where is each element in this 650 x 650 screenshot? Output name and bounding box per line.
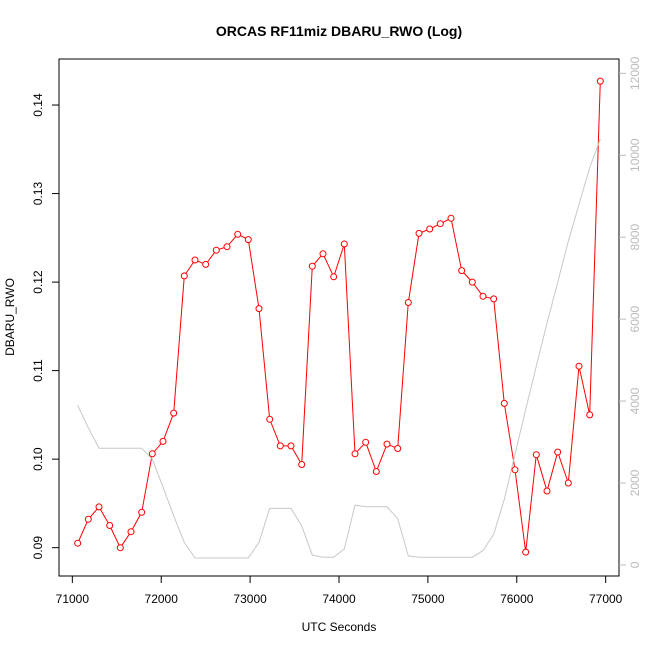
data-point xyxy=(351,450,359,458)
data-point xyxy=(543,487,551,495)
y2-tick-label: 8000 xyxy=(628,224,642,251)
data-point xyxy=(383,440,391,448)
x-tick-label: 75000 xyxy=(411,592,445,606)
x-tick-label: 73000 xyxy=(233,592,267,606)
data-point xyxy=(468,278,476,286)
y2-tick-label: 12000 xyxy=(628,56,642,90)
data-point xyxy=(404,299,412,306)
data-point xyxy=(287,442,295,450)
data-point xyxy=(255,305,263,313)
data-point xyxy=(298,461,306,468)
y-tick-label: 0.13 xyxy=(31,182,45,206)
data-point xyxy=(106,522,114,529)
y2-tick-label: 6000 xyxy=(628,305,642,332)
data-point xyxy=(447,214,455,222)
data-point xyxy=(436,220,444,228)
data-point xyxy=(394,445,402,452)
x-tick-label: 76000 xyxy=(500,592,534,606)
y-tick-label: 0.09 xyxy=(31,536,45,560)
data-point xyxy=(127,528,135,536)
data-point xyxy=(74,539,82,547)
x-tick-label: 72000 xyxy=(145,592,179,606)
data-point xyxy=(522,548,530,556)
x-tick-label: 74000 xyxy=(322,592,356,606)
data-point xyxy=(223,243,231,251)
secondary-series-line xyxy=(77,138,601,559)
data-point xyxy=(170,409,178,417)
chart-title: ORCAS RF11miz DBARU_RWO (Log) xyxy=(216,23,462,39)
data-point xyxy=(575,362,583,370)
data-point xyxy=(234,230,242,238)
y-tick-label: 0.12 xyxy=(31,270,45,294)
data-point xyxy=(191,256,199,264)
data-point xyxy=(415,229,423,237)
data-point xyxy=(458,267,466,275)
data-point xyxy=(202,260,210,268)
data-point xyxy=(116,544,124,552)
data-point xyxy=(511,466,519,474)
y2-tick-label: 4000 xyxy=(628,387,642,414)
data-point xyxy=(159,437,167,445)
data-point xyxy=(244,236,252,244)
data-point xyxy=(490,295,498,303)
data-point xyxy=(426,225,434,233)
y2-tick-label: 0 xyxy=(628,561,642,568)
data-point xyxy=(330,273,338,281)
data-point xyxy=(148,450,156,458)
data-point xyxy=(138,508,146,516)
data-point xyxy=(372,468,380,475)
data-point xyxy=(95,503,103,511)
data-point xyxy=(479,292,487,300)
x-tick-label: 77000 xyxy=(589,592,623,606)
y2-tick-label: 2000 xyxy=(628,469,642,496)
y2-tick-label: 10000 xyxy=(628,138,642,172)
data-point xyxy=(564,479,572,487)
data-point xyxy=(532,451,540,459)
data-point xyxy=(266,415,274,423)
data-point xyxy=(84,515,92,523)
data-point xyxy=(596,77,604,85)
data-point xyxy=(319,250,327,258)
data-point xyxy=(180,272,188,280)
data-point xyxy=(340,240,348,248)
y-tick-label: 0.11 xyxy=(31,359,45,382)
primary-series-line xyxy=(77,81,601,553)
data-point xyxy=(500,399,508,407)
x-tick-label: 71000 xyxy=(56,592,90,606)
data-point xyxy=(308,262,316,270)
data-point xyxy=(276,442,284,450)
data-point xyxy=(212,246,220,254)
x-axis-label: UTC Seconds xyxy=(302,620,377,634)
data-point xyxy=(586,411,594,419)
data-point xyxy=(554,448,562,456)
y-axis-label: DBARU_RWO xyxy=(3,278,17,356)
y-tick-label: 0.10 xyxy=(31,447,45,471)
data-point xyxy=(362,438,370,446)
y-tick-label: 0.14 xyxy=(31,93,45,117)
